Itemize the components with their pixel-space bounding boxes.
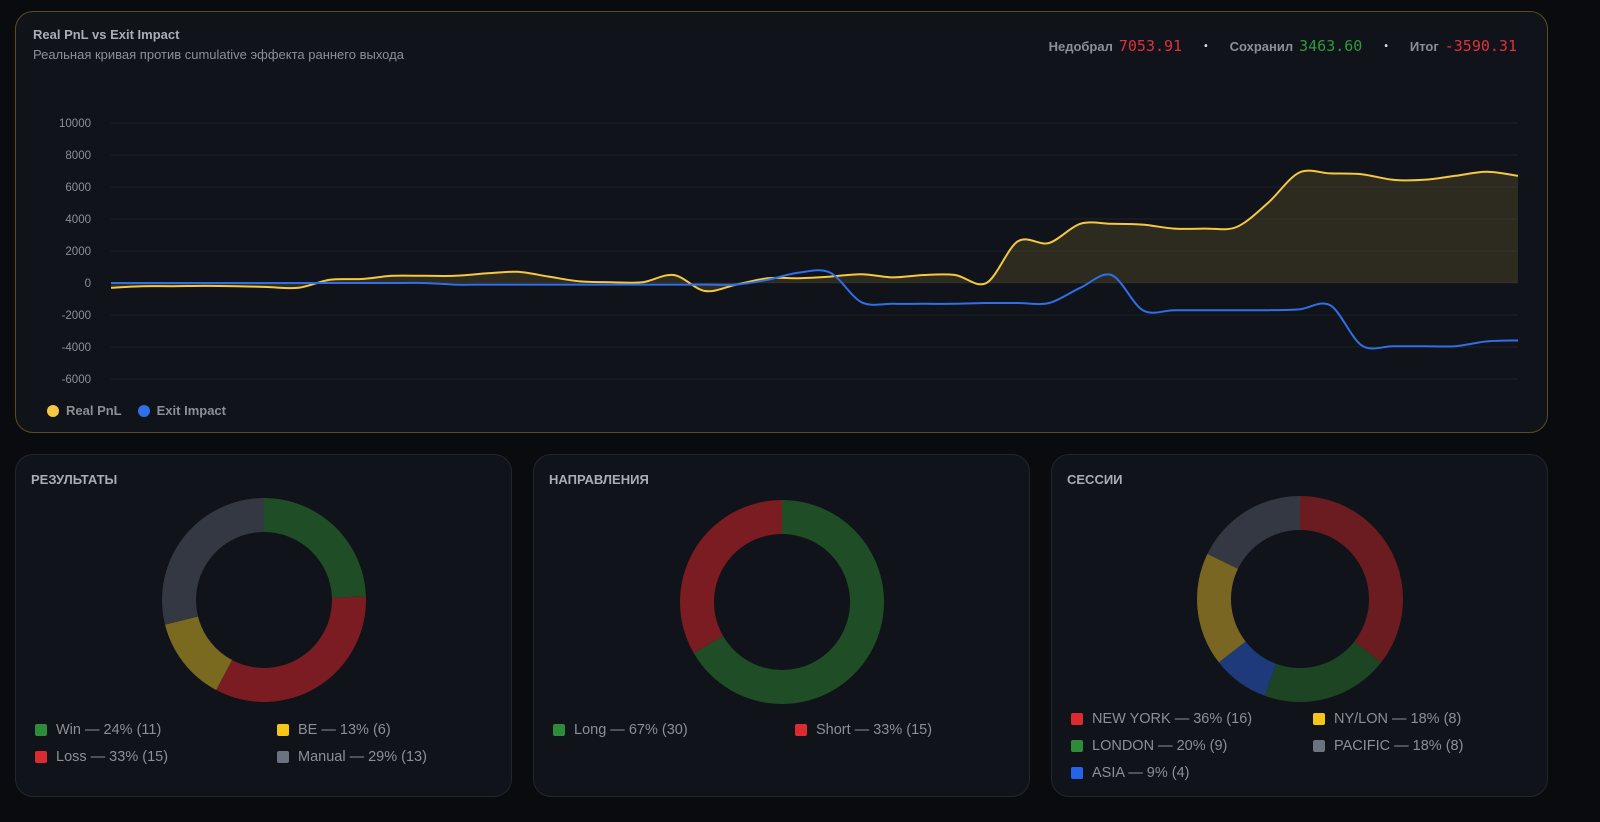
legend-item[interactable]: NEW YORK — 36% (16): [1071, 710, 1313, 728]
legend-item[interactable]: NY/LON — 18% (8): [1313, 710, 1533, 728]
results-donut: [161, 498, 366, 702]
y-tick-label: 6000: [65, 182, 91, 194]
legend-item[interactable]: LONDON — 20% (9): [1071, 737, 1313, 755]
exit-impact-line: [110, 269, 1519, 350]
y-tick-label: -4000: [62, 342, 91, 354]
stat-saved-label: Сохранил: [1229, 38, 1294, 54]
donut-slice[interactable]: [680, 500, 782, 653]
chart-title: Real PnL vs Exit Impact: [33, 27, 180, 42]
donut-slice[interactable]: [1264, 641, 1382, 702]
legend-label: Loss — 33% (15): [56, 749, 169, 765]
summary-stats: Недобрал 7053.91 • Сохранил 3463.60 • Ит…: [1049, 37, 1517, 55]
pnl-chart-card: Real PnL vs Exit Impact Реальная кривая …: [15, 11, 1548, 433]
legend-label: Manual — 29% (13): [298, 749, 427, 765]
legend-swatch-icon: [553, 724, 565, 736]
donut-slice[interactable]: [1300, 496, 1403, 663]
legend-swatch-icon: [1071, 740, 1083, 752]
y-tick-label: -6000: [62, 374, 91, 386]
legend-swatch-icon: [277, 724, 289, 736]
directions-legend: Long — 67% (30) Short — 33% (15): [553, 721, 1015, 739]
donut-slice[interactable]: [693, 500, 884, 704]
sessions-donut: [1197, 496, 1403, 702]
legend-label: LONDON — 20% (9): [1092, 738, 1228, 754]
directions-card: НАПРАВЛЕНИЯ Long — 67% (30) Short — 33% (…: [533, 454, 1030, 797]
legend-swatch-icon: [277, 751, 289, 763]
legend-exit-impact[interactable]: Exit Impact: [137, 403, 226, 418]
donut-slice[interactable]: [216, 596, 366, 702]
y-tick-label: 8000: [65, 150, 91, 162]
stat-missed-label: Недобрал: [1048, 38, 1113, 54]
results-title: РЕЗУЛЬТАТЫ: [31, 472, 118, 487]
legend-item[interactable]: Manual — 29% (13): [277, 748, 497, 766]
legend-item[interactable]: ASIA — 9% (4): [1071, 764, 1313, 782]
legend-item[interactable]: PACIFIC — 18% (8): [1313, 737, 1533, 755]
donut-slice[interactable]: [1207, 496, 1300, 569]
legend-label: Long — 67% (30): [574, 722, 688, 738]
sessions-title: СЕССИИ: [1067, 472, 1123, 487]
donut-slice[interactable]: [1197, 553, 1246, 663]
legend-label: Win — 24% (11): [56, 722, 162, 738]
legend-label: NEW YORK — 36% (16): [1092, 711, 1253, 727]
legend-label: ASIA — 9% (4): [1092, 765, 1190, 781]
legend-swatch-icon: [35, 724, 47, 736]
stat-saved-value: 3463.60: [1299, 37, 1363, 55]
legend-label: Short — 33% (15): [816, 722, 933, 738]
donut-slice[interactable]: [165, 616, 233, 691]
chart-subtitle: Реальная кривая против cumulative эффект…: [33, 47, 404, 62]
sessions-card: СЕССИИ NEW YORK — 36% (16) LONDON — 20% (…: [1051, 454, 1548, 797]
chart-legend: Real PnL Exit Impact: [47, 403, 226, 418]
stat-total-value: -3590.31: [1444, 37, 1517, 55]
legend-item[interactable]: BE — 13% (6): [277, 721, 497, 739]
legend-label: Exit Impact: [156, 403, 226, 418]
legend-label: BE — 13% (6): [298, 722, 391, 738]
legend-label: PACIFIC — 18% (8): [1334, 738, 1464, 754]
legend-swatch-icon: [795, 724, 807, 736]
y-tick-label: 10000: [59, 118, 91, 130]
sessions-legend: NEW YORK — 36% (16) LONDON — 20% (9) ASIA …: [1071, 710, 1533, 782]
donut-slice[interactable]: [264, 498, 366, 598]
legend-label: NY/LON — 18% (8): [1334, 711, 1462, 727]
legend-real-pnl[interactable]: Real PnL: [47, 403, 122, 418]
separator-dot: •: [1384, 40, 1388, 52]
results-card: РЕЗУЛЬТАТЫ Win — 24% (11) Loss — 33% (15)…: [15, 454, 512, 797]
y-tick-label: -2000: [62, 310, 91, 322]
legend-dot-icon: [47, 404, 59, 417]
separator-dot: •: [1204, 40, 1208, 52]
directions-donut: [680, 500, 884, 704]
y-tick-label: 4000: [65, 214, 91, 226]
legend-item[interactable]: Loss — 33% (15): [35, 748, 277, 766]
directions-title: НАПРАВЛЕНИЯ: [549, 472, 649, 487]
legend-dot-icon: [137, 404, 150, 417]
donut-slice[interactable]: [1218, 641, 1277, 696]
legend-item[interactable]: Long — 67% (30): [553, 721, 795, 739]
legend-item[interactable]: Short — 33% (15): [795, 721, 1015, 739]
line-chart: 10000 8000 6000 4000 2000 0 -2000 -4000 -6000: [59, 118, 1519, 386]
results-legend: Win — 24% (11) Loss — 33% (15) BE — 13% (6…: [35, 721, 497, 766]
stat-missed-value: 7053.91: [1118, 37, 1183, 55]
real-pnl-area: [111, 170, 1518, 292]
stat-total-label: Итог: [1409, 38, 1439, 54]
legend-swatch-icon: [35, 751, 47, 763]
donut-slice[interactable]: [161, 498, 264, 625]
real-pnl-line: [110, 169, 1519, 293]
legend-swatch-icon: [1313, 713, 1325, 725]
y-tick-label: 2000: [65, 246, 91, 258]
legend-item[interactable]: Win — 24% (11): [35, 721, 277, 739]
legend-swatch-icon: [1071, 767, 1083, 779]
y-tick-label: 0: [85, 278, 91, 290]
legend-swatch-icon: [1071, 713, 1083, 725]
legend-label: Real PnL: [66, 403, 122, 418]
legend-swatch-icon: [1313, 740, 1325, 752]
